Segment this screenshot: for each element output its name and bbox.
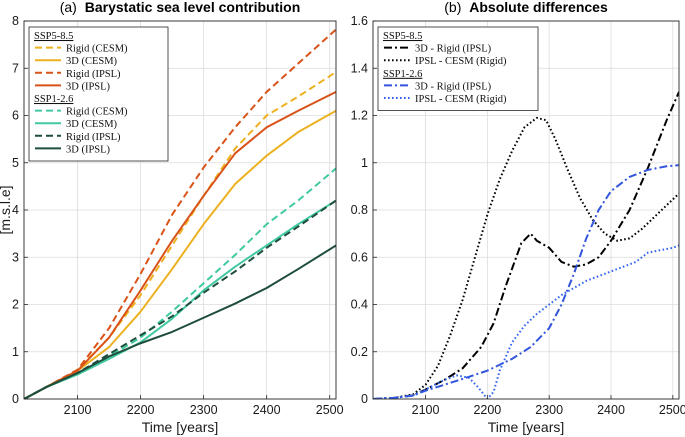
legend-entry-label: Rigid (CESM) [66, 107, 128, 118]
panel-a-y-ticks: 0 1 2 3 4 5 6 7 8 [12, 14, 28, 406]
panel-b-x-label: Time [years] [488, 419, 565, 435]
legend-entry-label: 3D - Rigid (IPSL) [415, 44, 492, 55]
panel-b-x-ticks: 2100 2200 2300 2400 2500 [412, 395, 685, 417]
y-tick-label: 0.6 [351, 250, 368, 264]
y-tick-label: 2 [12, 298, 19, 312]
x-tick-label: 2200 [473, 403, 501, 417]
legend-heading: SSP1-2.6 [34, 94, 73, 105]
y-tick-label: 1 [12, 345, 19, 359]
panel-a-title-text: Barystatic sea level contribution [85, 0, 301, 15]
legend-entry-label: 3D - Rigid (IPSL) [415, 81, 492, 92]
y-tick-label: 7 [12, 61, 19, 75]
panel-a-title-prefix: (a) [60, 0, 77, 15]
x-tick-label: 2400 [253, 403, 281, 417]
series-line-ssp1-2-6-ipsl-cesm-rigid [373, 244, 679, 399]
panel-a-y-label: [m.s.l.e] [0, 185, 13, 234]
legend-entry-label: IPSL - CESM (Rigid) [415, 56, 507, 67]
panel-b-y-ticks: 0 0.2 0.4 0.6 0.8 1 1.2 1.4 1.6 [351, 14, 377, 406]
y-tick-label: 1 [361, 156, 368, 170]
x-tick-label: 2100 [64, 403, 92, 417]
series-line-ssp1-2-6-3d-ipsl [24, 244, 336, 399]
x-tick-label: 2200 [127, 403, 155, 417]
legend-box [28, 26, 169, 162]
series-line-ssp5-8-5-ipsl-cesm-rigid [373, 116, 679, 399]
legend-entry-label: Rigid (CESM) [66, 44, 128, 55]
y-tick-label: 1.4 [351, 61, 368, 75]
y-tick-label: 0.2 [351, 345, 368, 359]
y-tick-label: 0.4 [351, 298, 368, 312]
y-tick-label: 0 [12, 392, 19, 406]
panel-a-x-label: Time [years] [142, 419, 219, 435]
series-line-ssp1-2-6-3d-rigid-ipsl [373, 164, 679, 399]
panel-a-title: (a) Barystatic sea level contribution [60, 0, 301, 15]
panel-a-plot-area [24, 28, 336, 399]
x-tick-label: 2100 [412, 403, 440, 417]
legend-heading: SSP5-8.5 [34, 31, 73, 42]
y-tick-label: 1.6 [351, 14, 368, 28]
panel-b-legend: SSP5-8.53D - Rigid (IPSL)IPSL - CESM (Ri… [377, 26, 539, 111]
x-tick-label: 2300 [535, 403, 563, 417]
legend-entry-label: IPSL - CESM (Rigid) [415, 94, 507, 105]
x-tick-label: 2300 [190, 403, 218, 417]
legend-entry-label: 3D (CESM) [66, 56, 118, 67]
y-tick-label: 6 [12, 109, 19, 123]
y-tick-label: 4 [12, 203, 19, 217]
y-tick-label: 3 [12, 250, 19, 264]
legend-heading: SSP5-8.5 [383, 31, 422, 42]
y-tick-label: 0 [361, 392, 368, 406]
y-tick-label: 8 [12, 14, 19, 28]
panel-b-title: (b) Absolute differences [444, 0, 608, 15]
panel-a-x-ticks: 2100 2200 2300 2400 2500 [64, 395, 344, 417]
legend-entry-label: 3D (IPSL) [66, 144, 111, 155]
legend-entry-label: Rigid (IPSL) [66, 69, 121, 80]
panel-b: 2100 2200 2300 2400 2500 0 0.2 0.4 0.6 0.8 1 1.2 1.… [351, 0, 685, 435]
legend-entry-label: Rigid (IPSL) [66, 132, 121, 143]
y-tick-label: 1.2 [351, 109, 368, 123]
x-tick-label: 2500 [659, 403, 685, 417]
y-tick-label: 0.8 [351, 203, 368, 217]
panel-b-title-prefix: (b) [444, 0, 461, 15]
panel-b-plot-area [373, 91, 679, 399]
legend-entry-label: 3D (IPSL) [66, 81, 111, 92]
x-tick-label: 2400 [597, 403, 625, 417]
x-tick-label: 2500 [316, 403, 344, 417]
panel-a: 2100 2200 2300 2400 2500 0 1 2 3 4 5 6 7 8 (a) Barys… [0, 0, 344, 435]
legend-entry-label: 3D (CESM) [66, 119, 118, 130]
legend-box [377, 26, 539, 111]
y-tick-label: 5 [12, 156, 19, 170]
series-line-ssp5-8-5-3d-ipsl [24, 90, 336, 399]
legend-heading: SSP1-2.6 [383, 69, 422, 80]
panel-b-title-text: Absolute differences [469, 0, 608, 15]
